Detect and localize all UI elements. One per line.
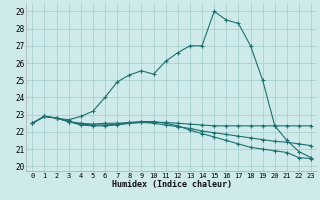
X-axis label: Humidex (Indice chaleur): Humidex (Indice chaleur)	[112, 180, 232, 189]
